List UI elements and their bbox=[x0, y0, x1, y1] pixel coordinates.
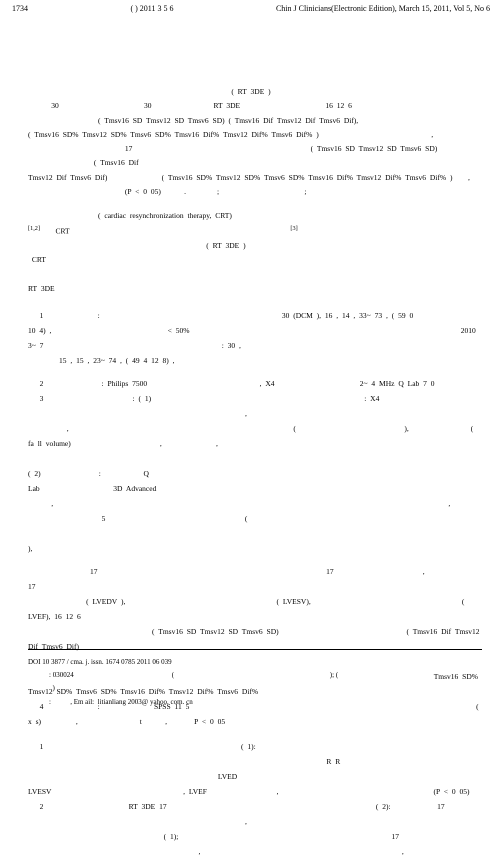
methods-1: 1 : 30 (DCM ), 16 , 14 , 33~ 73 , ( 59 0 bbox=[28, 308, 482, 323]
methods-3e: 5 ( ), bbox=[28, 511, 482, 556]
footer-email-line: : , Em ail: litianliang 2003@ yahoo. com… bbox=[28, 696, 482, 709]
abstract-line-2: ( Tmsv16 SD Tmsv12 SD Tmsv6 SD) ( Tmsv16… bbox=[28, 114, 474, 128]
abstract-line-6: (P < 0 05) . ; ; bbox=[28, 185, 474, 199]
abstract-line-5: Tmsv12 Dif Tmsv6 Dif) ( Tmsv16 SD% Tmsv1… bbox=[28, 171, 474, 185]
abstract-line-4: 17 ( Tmsv16 SD Tmsv12 SD Tmsv6 SD) ( Tms… bbox=[28, 142, 474, 171]
doi-line: DOI 10 3877 / cma. j. issn. 1674 0785 20… bbox=[28, 656, 482, 669]
methods-1b: 10 4) , < 50% 2010 3~ 7 : bbox=[28, 323, 482, 353]
footer-section: DOI 10 3877 / cma. j. issn. 1674 0785 20… bbox=[28, 649, 482, 709]
lv-line-2: ( LVEDV ), ( LVESV), ( LVEF), 16 12 6 bbox=[28, 594, 482, 624]
methods-3d: Lab 3D Advanced , , bbox=[28, 481, 482, 511]
header-right-citation: Chin J Clinicians(Electronic Edition), M… bbox=[276, 4, 490, 13]
crt-row-2: CRT RT 3DE bbox=[28, 253, 474, 296]
header-left-citation: ( ) 2011 3 5 6 bbox=[130, 4, 173, 13]
footer-code-line: : 030024 ( ); bbox=[28, 669, 482, 682]
body-section: 1 : 30 (DCM ), 16 , 14 , 33~ 73 , ( 59 0… bbox=[0, 304, 502, 863]
abstract-line-3: ( Tmsv16 SD% Tmsv12 SD% Tmsv6 SD% Tmsv16… bbox=[28, 128, 474, 142]
results-1b: LVESV , LVEF , (P < 0 05) bbox=[28, 784, 482, 799]
page-header: 1734 ( ) 2011 3 5 6 Chin J Clinicians(El… bbox=[0, 0, 502, 17]
methods-3: 3 : ( 1) : X4 , bbox=[28, 391, 482, 421]
results-1: 1 ( 1): R R bbox=[28, 739, 482, 784]
crt-line: ( cardiac resynchronization therapy, CRT… bbox=[28, 209, 474, 223]
footer-blank: ) bbox=[28, 682, 482, 695]
abstract-section: ( RT 3DE ) 30 30 RT 3DE 16 12 6 ( Tmsv16… bbox=[0, 17, 502, 304]
methods-2: 2 : Philips 7500 , X4 2~ 4 MHz Q Lab 7 0 bbox=[28, 376, 482, 391]
methods-3b: , ( ), ( fa ll volume) , , bbox=[28, 421, 482, 451]
page-number: 1734 bbox=[12, 4, 28, 13]
lv-line: 17 17 , 17 bbox=[28, 564, 482, 594]
methods-3c: , ( 2) : Q bbox=[28, 451, 482, 481]
abstract-line-1: 30 30 RT 3DE 16 12 6 bbox=[28, 99, 474, 113]
results-2b: ( 1); 17 , , bbox=[28, 829, 482, 859]
crt-row: [1,2] CRT [3] ( RT 3DE ) bbox=[28, 223, 474, 253]
results-2: 2 RT 3DE 17 ( 2): 17 , bbox=[28, 799, 482, 829]
methods-1c: 15 , 15 , 23~ 74 , ( 49 4 12 8) , bbox=[28, 353, 482, 368]
rt3de-heading: ( RT 3DE ) bbox=[28, 85, 474, 99]
